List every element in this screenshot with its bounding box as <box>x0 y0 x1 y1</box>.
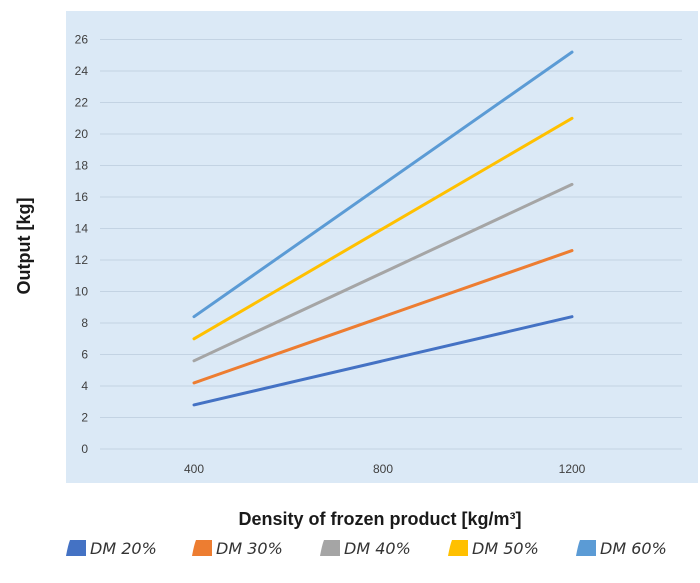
y-tick-label-11: 22 <box>75 96 89 110</box>
legend-swatch-5 <box>576 540 596 556</box>
x-axis-ticks: 400 800 1200 <box>184 462 586 476</box>
y-tick-label-3: 6 <box>81 348 88 362</box>
y-tick-label-4: 8 <box>81 316 88 330</box>
legend-label-3: DM 40% <box>344 539 411 558</box>
legend-label-1: DM 20% <box>90 539 157 558</box>
y-tick-label-2: 4 <box>81 379 88 393</box>
y-tick-label-13: 26 <box>75 33 89 47</box>
legend-label-5: DM 60% <box>600 539 667 558</box>
y-tick-label-6: 12 <box>75 253 89 267</box>
gridlines <box>100 39 682 450</box>
y-tick-label-7: 14 <box>75 222 89 236</box>
legend-label-2: DM 30% <box>216 539 283 558</box>
series-lines <box>192 50 574 407</box>
series-line-1 <box>192 315 574 407</box>
series-line-3 <box>192 182 574 363</box>
legend-swatch-1 <box>66 540 86 556</box>
y-tick-label-8: 16 <box>75 190 89 204</box>
legend: DM 20% DM 30% DM 40% DM 50% DM 60% <box>66 539 667 558</box>
legend-swatch-4 <box>448 540 468 556</box>
y-tick-label-1: 2 <box>81 411 88 425</box>
x-tick-label-0: 400 <box>184 462 204 476</box>
x-tick-label-2: 1200 <box>559 462 586 476</box>
y-tick-label-9: 18 <box>75 159 89 173</box>
series-line-5 <box>192 50 574 319</box>
series-line-2 <box>192 249 574 385</box>
y-tick-label-12: 24 <box>75 64 89 78</box>
legend-swatch-2 <box>192 540 212 556</box>
x-tick-label-1: 800 <box>373 462 393 476</box>
legend-label-4: DM 50% <box>472 539 539 558</box>
series-line-4 <box>192 116 574 341</box>
y-tick-label-0: 0 <box>81 442 88 456</box>
plot-area-background <box>66 11 698 483</box>
y-tick-label-10: 20 <box>75 127 89 141</box>
y-tick-label-5: 10 <box>75 285 89 299</box>
y-axis-title: Output [kg] <box>14 198 34 295</box>
x-axis-title: Density of frozen product [kg/m³] <box>239 509 522 529</box>
legend-swatch-3 <box>320 540 340 556</box>
